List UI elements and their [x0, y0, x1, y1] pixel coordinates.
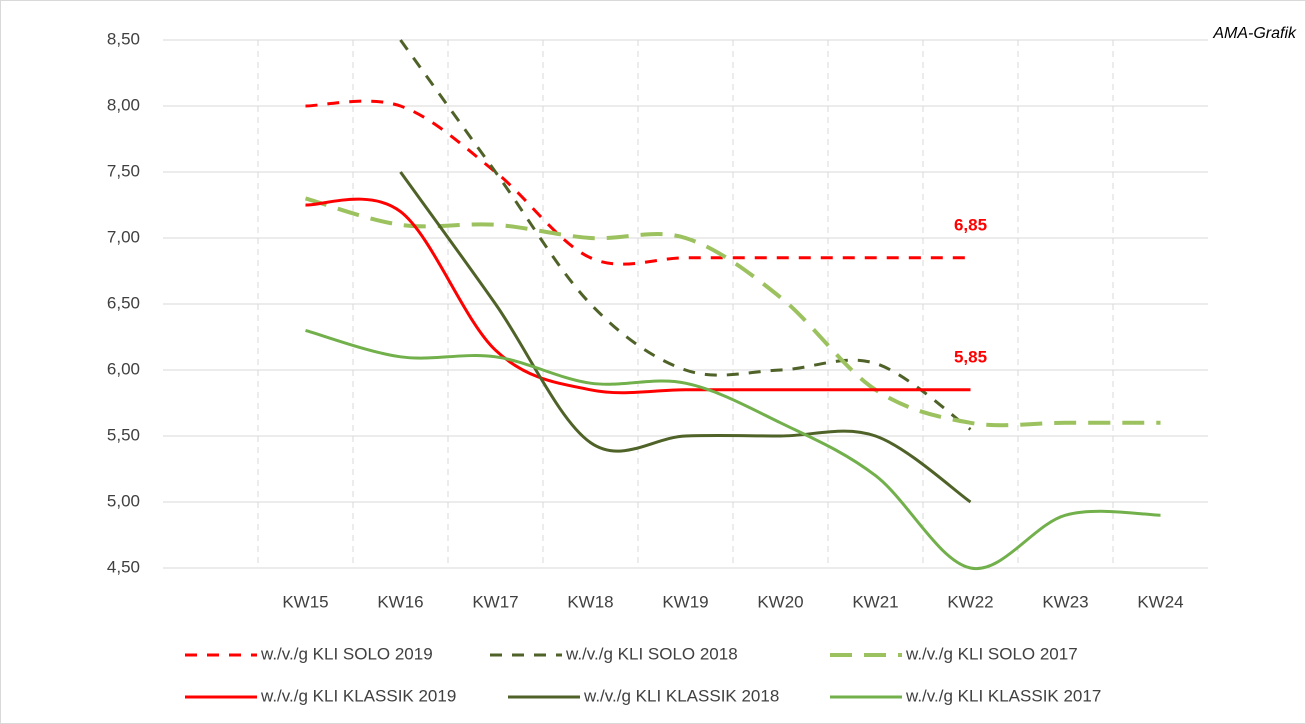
y-tick-label: 8,50 [107, 29, 140, 48]
y-tick-label: 6,00 [107, 359, 140, 378]
x-tick-label: KW21 [852, 592, 898, 611]
series-line [305, 328, 1161, 571]
data-label: 6,85 [954, 215, 987, 234]
series-line [399, 171, 972, 504]
legend-label: w./v./g KLI KLASSIK 2019 [260, 686, 456, 705]
y-tick-label: 5,50 [107, 425, 140, 444]
x-tick-label: KW23 [1042, 592, 1088, 611]
y-tick-label: 7,00 [107, 227, 140, 246]
series-line [305, 197, 971, 395]
x-tick-label: KW18 [567, 592, 613, 611]
legend-label: w./v./g KLI SOLO 2018 [565, 644, 738, 663]
x-tick-label: KW24 [1137, 592, 1183, 611]
legend-label: w./v./g KLI KLASSIK 2017 [905, 686, 1101, 705]
legend-label: w./v./g KLI SOLO 2017 [905, 644, 1078, 663]
series-line [305, 99, 971, 266]
x-tick-label: KW17 [472, 592, 518, 611]
y-tick-label: 6,50 [107, 293, 140, 312]
x-tick-label: KW20 [757, 592, 803, 611]
series-line [304, 196, 1161, 428]
series-line [399, 39, 972, 431]
y-tick-label: 7,50 [107, 161, 140, 180]
x-tick-label: KW19 [662, 592, 708, 611]
y-tick-label: 5,00 [107, 491, 140, 510]
legend-label: w./v./g KLI SOLO 2019 [260, 644, 433, 663]
x-tick-label: KW22 [947, 592, 993, 611]
data-label: 5,85 [954, 347, 987, 366]
x-tick-label: KW15 [282, 592, 328, 611]
y-tick-label: 8,00 [107, 95, 140, 114]
y-tick-label: 4,50 [107, 557, 140, 576]
x-tick-label: KW16 [377, 592, 423, 611]
annotation: AMA-Grafik [1212, 25, 1297, 42]
legend-label: w./v./g KLI KLASSIK 2018 [583, 686, 779, 705]
